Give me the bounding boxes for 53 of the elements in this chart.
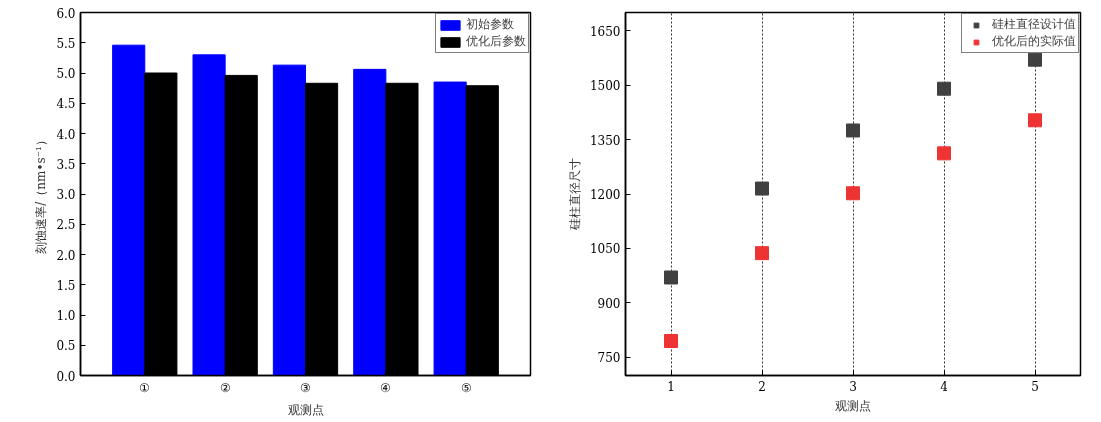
y-tick-label: 4.0 xyxy=(56,127,76,142)
point xyxy=(1028,52,1042,67)
point xyxy=(664,334,678,349)
y-tick-label: 1.5 xyxy=(56,278,76,293)
y-axis-title: 刻蚀速率/（nm•s⁻¹） xyxy=(34,134,49,254)
y-tick-label: 1350 xyxy=(589,133,621,148)
point xyxy=(664,270,678,285)
point xyxy=(755,181,769,196)
point xyxy=(846,186,860,201)
x-tick-label: 1 xyxy=(667,379,675,394)
legend-label: 初始参数 xyxy=(466,16,514,33)
x-tick-label: ⑤ xyxy=(460,380,472,395)
y-tick-label: 900 xyxy=(597,296,621,311)
y-tick-label: 1500 xyxy=(589,79,621,94)
x-tick-label: ③ xyxy=(300,380,311,395)
x-tick-label: 5 xyxy=(1031,379,1039,394)
y-tick-label: 5.5 xyxy=(56,36,76,51)
x-tick-label: 3 xyxy=(849,379,857,394)
y-tick-label: 3.0 xyxy=(56,188,76,202)
y-tick-label: 1200 xyxy=(589,188,621,202)
y-axis-title: 硅柱直径尺寸 xyxy=(567,158,582,231)
bar xyxy=(112,44,146,376)
legend-label: 优化后参数 xyxy=(466,33,526,50)
y-tick-label: 1050 xyxy=(589,242,621,257)
x-tick-label: ④ xyxy=(380,380,392,395)
y-tick-label: 0.0 xyxy=(56,369,76,384)
y-tick-label: 2.0 xyxy=(56,248,76,263)
y-tick-label: 4.5 xyxy=(56,97,76,112)
y-tick-label: 750 xyxy=(597,351,621,366)
y-tick-label: 1650 xyxy=(589,24,621,39)
point xyxy=(937,81,951,96)
point xyxy=(937,146,951,161)
bar xyxy=(272,64,306,376)
y-tick-label: 1.0 xyxy=(56,309,76,323)
x-tick-label: 4 xyxy=(940,379,949,394)
point xyxy=(846,123,860,138)
bar xyxy=(433,81,467,376)
y-tick-label: 2.5 xyxy=(56,218,76,233)
y-tick-label: 5.0 xyxy=(56,67,76,81)
x-axis-title: 观测点 xyxy=(287,402,324,417)
x-tick-label: 2 xyxy=(758,379,766,394)
legend-label: 优化后的实际值 xyxy=(992,33,1076,50)
y-tick-label: 0.5 xyxy=(56,339,76,354)
x-tick-label: ② xyxy=(219,380,231,395)
x-tick-label: ① xyxy=(139,380,151,395)
y-tick-label: 3.5 xyxy=(56,157,76,172)
point xyxy=(755,246,769,261)
bar xyxy=(353,68,387,376)
legend-label: 硅柱直径设计值 xyxy=(992,16,1076,33)
bar xyxy=(192,54,226,376)
y-tick-label: 6.0 xyxy=(56,6,76,21)
point xyxy=(1028,113,1042,128)
x-axis-title: 观测点 xyxy=(835,398,871,413)
